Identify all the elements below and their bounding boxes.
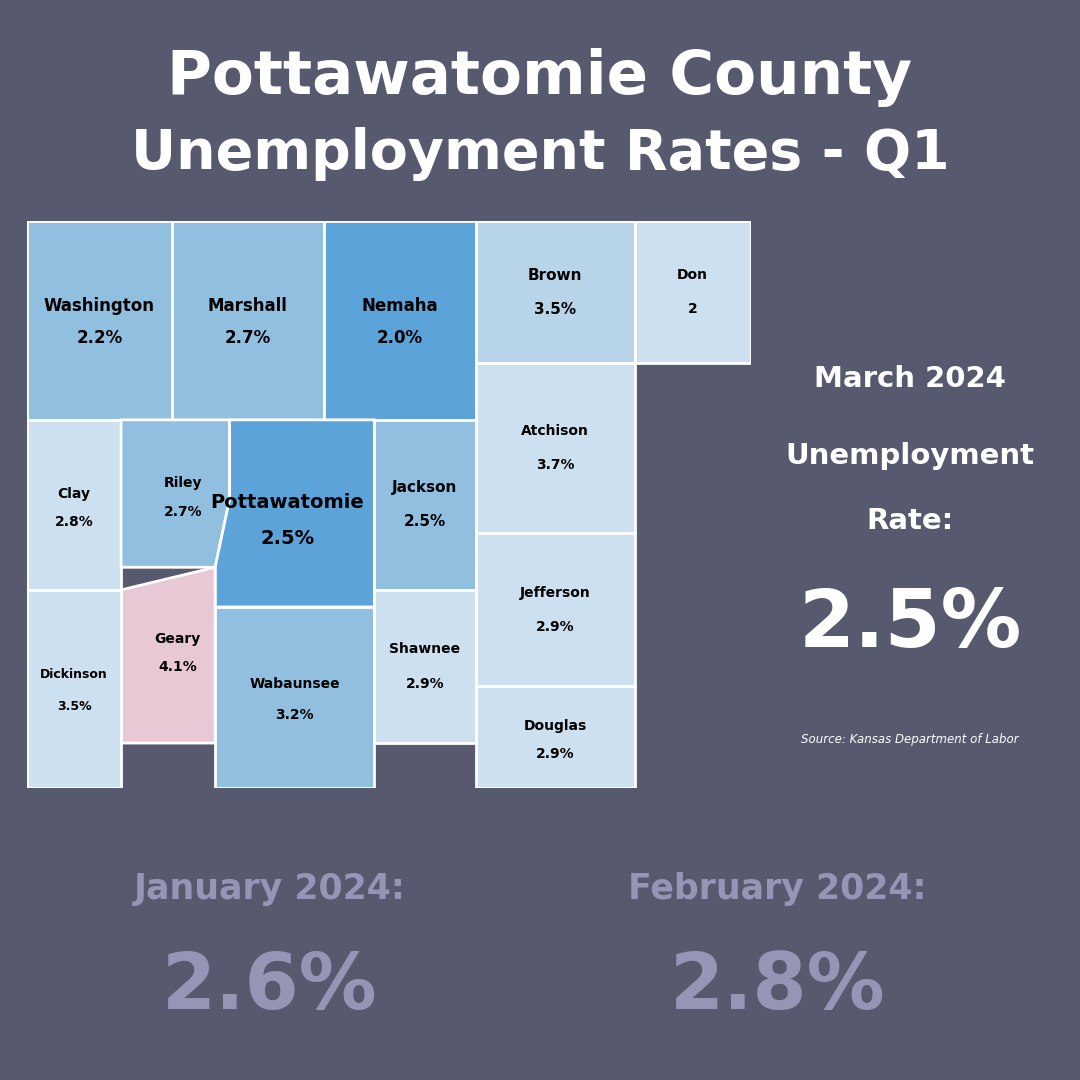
Text: Washington: Washington bbox=[44, 297, 154, 315]
Text: January 2024:: January 2024: bbox=[134, 873, 406, 906]
Text: 2.5%: 2.5% bbox=[798, 585, 1022, 664]
Polygon shape bbox=[172, 221, 324, 420]
Text: Riley: Riley bbox=[164, 476, 203, 490]
Text: 4.1%: 4.1% bbox=[158, 660, 197, 674]
Text: 2.9%: 2.9% bbox=[536, 747, 575, 761]
Polygon shape bbox=[475, 221, 635, 363]
Text: Don: Don bbox=[677, 268, 708, 282]
Text: 2.9%: 2.9% bbox=[536, 620, 575, 634]
Text: Source: Kansas Department of Labor: Source: Kansas Department of Labor bbox=[801, 733, 1018, 746]
Polygon shape bbox=[635, 221, 751, 363]
Text: 3.2%: 3.2% bbox=[275, 707, 314, 721]
Text: 2.7%: 2.7% bbox=[225, 328, 271, 347]
Text: 2: 2 bbox=[688, 302, 698, 316]
Text: Clay: Clay bbox=[57, 487, 91, 500]
Polygon shape bbox=[375, 590, 475, 743]
Polygon shape bbox=[375, 420, 475, 590]
Polygon shape bbox=[121, 420, 230, 567]
Text: 2.7%: 2.7% bbox=[164, 504, 203, 518]
Polygon shape bbox=[215, 420, 375, 607]
Text: Douglas: Douglas bbox=[524, 719, 586, 733]
Text: Marshall: Marshall bbox=[207, 297, 287, 315]
Text: 3.5%: 3.5% bbox=[57, 700, 92, 713]
Text: Jackson: Jackson bbox=[392, 481, 458, 496]
Text: Unemployment: Unemployment bbox=[785, 442, 1035, 470]
Text: Dickinson: Dickinson bbox=[40, 669, 108, 681]
Text: 2.8%: 2.8% bbox=[55, 515, 93, 529]
Polygon shape bbox=[475, 687, 635, 788]
Text: Shawnee: Shawnee bbox=[390, 643, 460, 657]
Text: February 2024:: February 2024: bbox=[629, 873, 927, 906]
Text: Rate:: Rate: bbox=[866, 508, 954, 536]
Text: Nemaha: Nemaha bbox=[362, 297, 438, 315]
Polygon shape bbox=[27, 420, 121, 590]
Polygon shape bbox=[475, 363, 635, 534]
Polygon shape bbox=[27, 221, 172, 420]
Polygon shape bbox=[324, 221, 475, 420]
Text: Wabaunsee: Wabaunsee bbox=[249, 676, 340, 690]
Text: Jefferson: Jefferson bbox=[519, 585, 591, 599]
Text: March 2024: March 2024 bbox=[814, 365, 1005, 393]
Text: Pottawatomie: Pottawatomie bbox=[211, 492, 364, 512]
Polygon shape bbox=[121, 567, 215, 743]
Text: 3.5%: 3.5% bbox=[535, 301, 577, 316]
Text: 2.2%: 2.2% bbox=[77, 328, 122, 347]
Text: 3.7%: 3.7% bbox=[536, 458, 575, 472]
Text: Atchison: Atchison bbox=[522, 424, 590, 438]
Text: 2.8%: 2.8% bbox=[670, 949, 886, 1025]
Text: 2.5%: 2.5% bbox=[404, 514, 446, 529]
Text: Brown: Brown bbox=[528, 268, 582, 283]
Polygon shape bbox=[27, 590, 121, 788]
Text: 2.0%: 2.0% bbox=[377, 328, 422, 347]
Text: 2.6%: 2.6% bbox=[162, 949, 378, 1025]
Polygon shape bbox=[215, 607, 375, 788]
Polygon shape bbox=[475, 534, 635, 687]
Text: Pottawatomie County: Pottawatomie County bbox=[167, 49, 913, 107]
Text: Unemployment Rates - Q1: Unemployment Rates - Q1 bbox=[131, 126, 949, 180]
Text: 2.9%: 2.9% bbox=[406, 676, 444, 690]
Text: Geary: Geary bbox=[154, 632, 201, 646]
Text: 2.5%: 2.5% bbox=[260, 529, 314, 549]
